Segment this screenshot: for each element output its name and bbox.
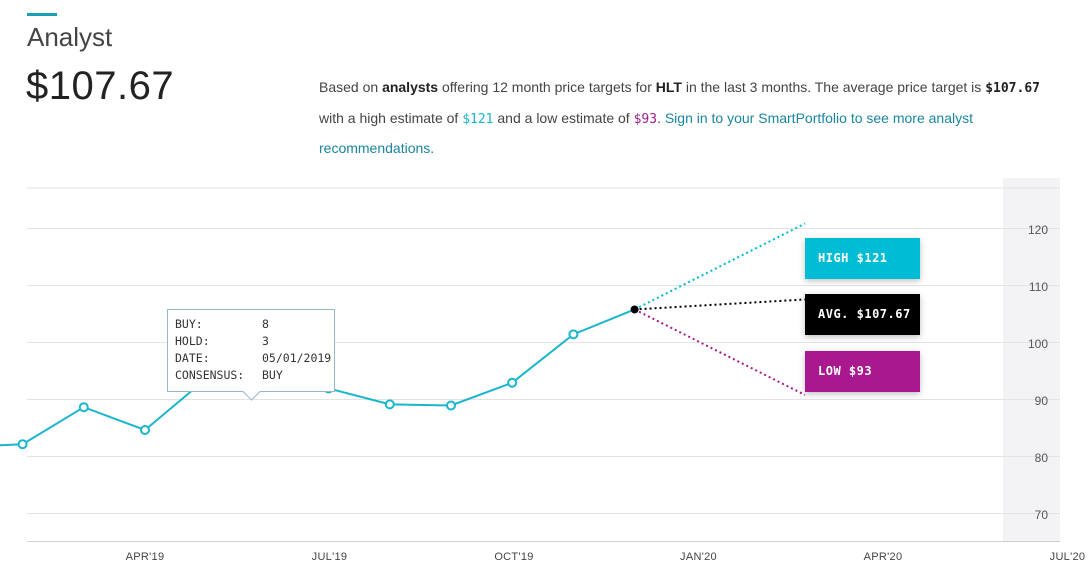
x-axis-ticks: APR'19 JUL'19 OCT'19 JAN'20 APR'20 JUL'20 — [126, 551, 1086, 563]
current-point-marker — [630, 305, 639, 314]
x-tick-label: APR'20 — [864, 551, 903, 563]
y-tick-label: 120 — [1028, 223, 1048, 237]
data-point-marker — [78, 402, 89, 413]
summary-high-value: $121 — [462, 111, 494, 127]
section-title: Analyst — [27, 22, 113, 52]
average-price-target: $107.67 — [26, 64, 175, 108]
tooltip-row: HOLD: 3 — [175, 334, 334, 351]
summary-text: Based on — [319, 79, 383, 95]
price-target-projections — [634, 222, 806, 396]
tooltip-row: BUY: 8 — [175, 317, 334, 334]
average-estimate-label: AVG. $107.67 — [805, 294, 920, 335]
summary-text: . — [657, 109, 665, 126]
data-point-tooltip: BUY: 8 HOLD: 3 DATE: 05/01/2019 CONSENSUS: B… — [167, 309, 335, 401]
low-projection-line — [634, 308, 806, 396]
x-tick-label: JAN'20 — [680, 551, 717, 563]
summary-analysts: analysts — [382, 79, 439, 95]
x-tick-label: APR'19 — [126, 551, 165, 563]
analyst-summary: Based on analysts offering 12 month pric… — [319, 73, 1059, 163]
data-point-marker — [140, 424, 150, 435]
x-tick-label: OCT'19 — [494, 551, 533, 563]
summary-text: with a high estimate of — [319, 109, 463, 126]
tooltip-value: 05/01/2019 — [262, 351, 332, 365]
low-estimate-label: LOW $93 — [805, 351, 920, 392]
section-accent-bar — [27, 13, 57, 16]
y-tick-label: 110 — [1029, 280, 1048, 294]
data-point-marker — [446, 400, 456, 411]
grid-lines — [27, 187, 1060, 542]
high-estimate-label: HIGH $121 — [805, 238, 920, 279]
y-axis-ticks: 70 80 90 100 110 120 — [1028, 223, 1048, 522]
tooltip-value: 8 — [262, 317, 269, 331]
y-tick-label: 80 — [1035, 451, 1049, 465]
tooltip-row: DATE: 05/01/2019 — [175, 351, 334, 368]
tooltip-key: HOLD: — [175, 334, 210, 348]
tooltip-key: BUY: — [175, 317, 203, 331]
y-tick-label: 100 — [1028, 337, 1048, 351]
tooltip-row: CONSENSUS: BUY — [175, 368, 334, 385]
data-point-marker — [384, 399, 395, 410]
data-point-marker — [568, 329, 579, 340]
x-tick-label: JUL'19 — [312, 551, 348, 563]
tooltip-value: BUY — [262, 368, 283, 382]
summary-avg-value: $107.67 — [985, 81, 1040, 96]
summary-text: in the last 3 months. The average price … — [681, 79, 986, 95]
data-point-marker — [507, 377, 518, 388]
tooltip-value: 3 — [262, 334, 269, 348]
high-projection-line — [634, 222, 806, 311]
tooltip-key: DATE: — [175, 351, 210, 365]
summary-text: and a low estimate of — [493, 109, 634, 126]
summary-ticker: HLT — [655, 79, 682, 95]
tooltip-key: CONSENSUS: — [175, 368, 245, 382]
y-tick-label: 70 — [1035, 508, 1049, 522]
summary-text: offering 12 month price targets for — [438, 79, 656, 95]
y-tick-label: 90 — [1035, 394, 1049, 408]
summary-low-value: $93 — [633, 111, 658, 127]
data-point-marker — [17, 439, 28, 450]
y-axis-band — [1003, 178, 1060, 541]
sign-in-link[interactable]: Sign in to your SmartPortfolio to see mo… — [319, 109, 973, 157]
average-projection-line — [634, 298, 806, 311]
x-tick-label: JUL'20 — [1050, 551, 1086, 563]
